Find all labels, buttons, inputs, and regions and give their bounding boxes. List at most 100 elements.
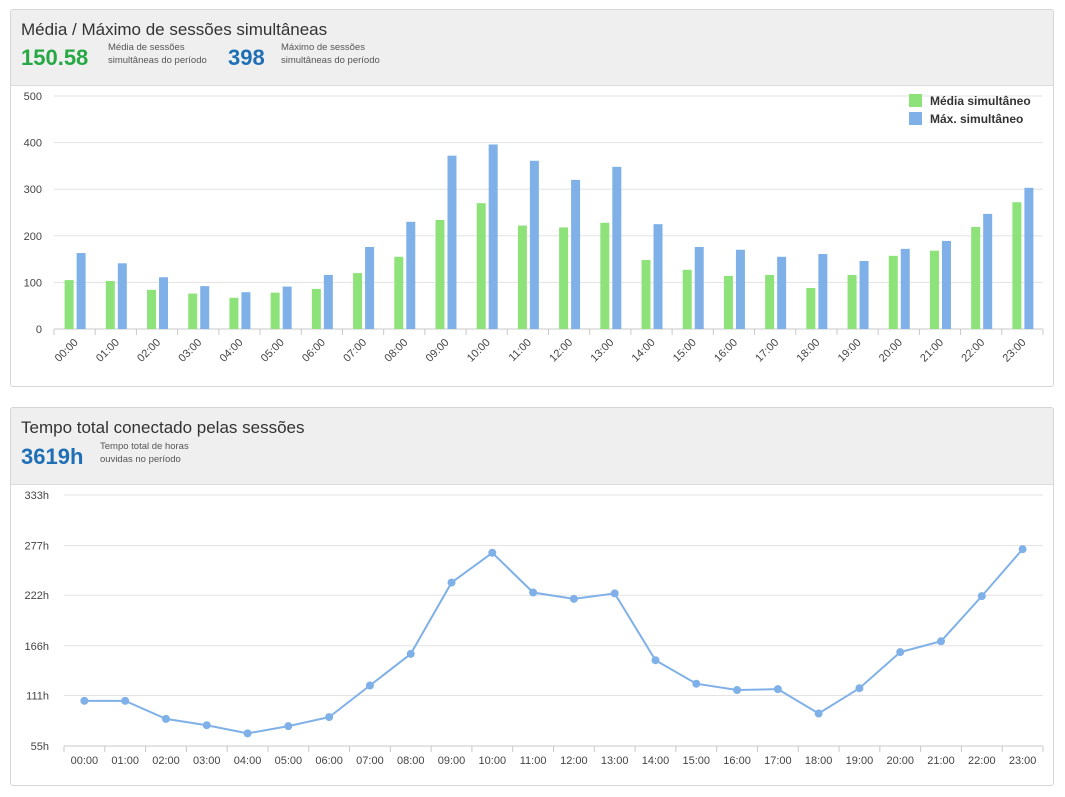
- x-tick-label: 09:00: [424, 337, 452, 365]
- bar-media: [394, 256, 404, 329]
- bar-media: [476, 203, 486, 329]
- x-tick-label: 03:00: [193, 755, 221, 767]
- bar-media: [64, 280, 74, 329]
- y-tick-label: 300: [24, 184, 42, 196]
- bar-maximo: [941, 240, 951, 329]
- y-tick-label: 222h: [25, 590, 49, 602]
- bar-media: [147, 289, 157, 329]
- y-tick-label: 500: [24, 91, 42, 103]
- data-point: [1018, 545, 1027, 554]
- x-tick-label: 20:00: [877, 337, 905, 365]
- y-tick-label: 100: [24, 277, 42, 289]
- bar-maximo: [694, 246, 704, 329]
- y-tick-label: 333h: [25, 490, 49, 502]
- x-tick-label: 15:00: [671, 337, 699, 365]
- x-tick-label: 15:00: [683, 755, 711, 767]
- legend-label: Média simultâneo: [930, 94, 1031, 108]
- x-tick-label: 00:00: [53, 337, 81, 365]
- x-tick-label: 12:00: [547, 337, 575, 365]
- y-tick-label: 277h: [25, 541, 49, 553]
- data-point: [855, 684, 864, 693]
- legend-swatch: [909, 94, 922, 107]
- x-tick-label: 04:00: [234, 755, 262, 767]
- bar-media: [929, 250, 939, 329]
- data-point: [447, 578, 456, 587]
- bar-maximo: [1024, 187, 1034, 329]
- x-tick-label: 10:00: [465, 337, 493, 365]
- x-tick-label: 18:00: [805, 755, 833, 767]
- data-point: [610, 589, 619, 598]
- bar-media: [641, 260, 651, 329]
- x-tick-label: 20:00: [886, 755, 914, 767]
- x-tick-label: 02:00: [152, 755, 180, 767]
- data-point: [569, 594, 578, 603]
- y-tick-label: 200: [24, 231, 42, 243]
- data-point: [80, 696, 89, 705]
- concurrent-sessions-panel: Média / Máximo de sessões simultâneas 15…: [10, 9, 1054, 387]
- x-tick-label: 00:00: [71, 755, 99, 767]
- bar-media: [270, 292, 280, 329]
- data-point: [651, 656, 660, 665]
- bar-media: [188, 293, 198, 329]
- data-point: [406, 649, 415, 658]
- bar-maximo: [653, 224, 663, 329]
- y-tick-label: 166h: [25, 641, 49, 653]
- data-point: [977, 592, 986, 601]
- x-tick-label: 17:00: [753, 337, 781, 365]
- concurrent-sessions-bar-chart: 0 100 200 300 400 500 00:00 01:00 02:00 03:00 04:0…: [24, 91, 1044, 365]
- x-tick-label: 10:00: [479, 755, 507, 767]
- bar-maximo: [282, 286, 292, 329]
- max-sessions-value: 398: [228, 45, 265, 70]
- legend-swatch: [909, 112, 922, 125]
- bar-maximo: [365, 246, 375, 329]
- x-tick-label: 01:00: [94, 337, 122, 365]
- bar-maximo: [241, 292, 251, 329]
- data-point: [937, 637, 946, 646]
- total-time-title: Tempo total conectado pelas sessões: [21, 418, 305, 437]
- data-point: [733, 686, 742, 695]
- x-tick-label: 21:00: [927, 755, 955, 767]
- x-tick-label: 08:00: [382, 337, 410, 365]
- data-point: [692, 679, 701, 688]
- x-tick-label: 04:00: [218, 337, 246, 365]
- data-point: [202, 721, 211, 730]
- data-point: [896, 648, 905, 657]
- x-tick-label: 14:00: [630, 337, 658, 365]
- data-point: [529, 588, 538, 597]
- bar-maximo: [859, 260, 869, 329]
- bar-media: [559, 227, 569, 329]
- bar-media: [517, 225, 527, 329]
- x-tick-label: 13:00: [601, 755, 629, 767]
- data-point: [121, 696, 130, 705]
- bar-maximo: [406, 221, 416, 329]
- y-tick-label: 111h: [26, 690, 49, 702]
- bar-maximo: [735, 249, 745, 329]
- x-tick-label: 03:00: [176, 337, 204, 365]
- bar-maximo: [612, 166, 622, 329]
- y-tick-label: 55h: [31, 741, 49, 753]
- data-point: [488, 548, 497, 557]
- x-tick-label: 07:00: [341, 337, 369, 365]
- bar-media: [888, 255, 898, 329]
- bar-media: [311, 288, 321, 329]
- x-tick-label: 08:00: [397, 755, 425, 767]
- bar-media: [847, 274, 857, 329]
- x-tick-label: 02:00: [135, 337, 163, 365]
- x-tick-label: 22:00: [968, 755, 996, 767]
- x-tick-label: 14:00: [642, 755, 670, 767]
- x-tick-label: 18:00: [795, 337, 823, 365]
- x-tick-label: 05:00: [275, 755, 303, 767]
- total-time-value: 3619h: [21, 444, 84, 469]
- x-tick-label: 06:00: [300, 337, 328, 365]
- bar-maximo: [900, 248, 910, 329]
- total-time-header: Tempo total conectado pelas sessões 3619…: [11, 408, 1053, 485]
- bar-maximo: [488, 144, 498, 329]
- x-tick-label: 19:00: [846, 755, 874, 767]
- avg-sessions-label: Média de sessões simultâneas do período: [108, 42, 207, 66]
- bar-maximo: [447, 155, 457, 329]
- x-tick-label: 12:00: [560, 755, 588, 767]
- x-tick-label: 06:00: [315, 755, 343, 767]
- x-tick-label: 17:00: [764, 755, 792, 767]
- bar-maximo: [159, 277, 169, 329]
- bar-media: [1012, 202, 1022, 329]
